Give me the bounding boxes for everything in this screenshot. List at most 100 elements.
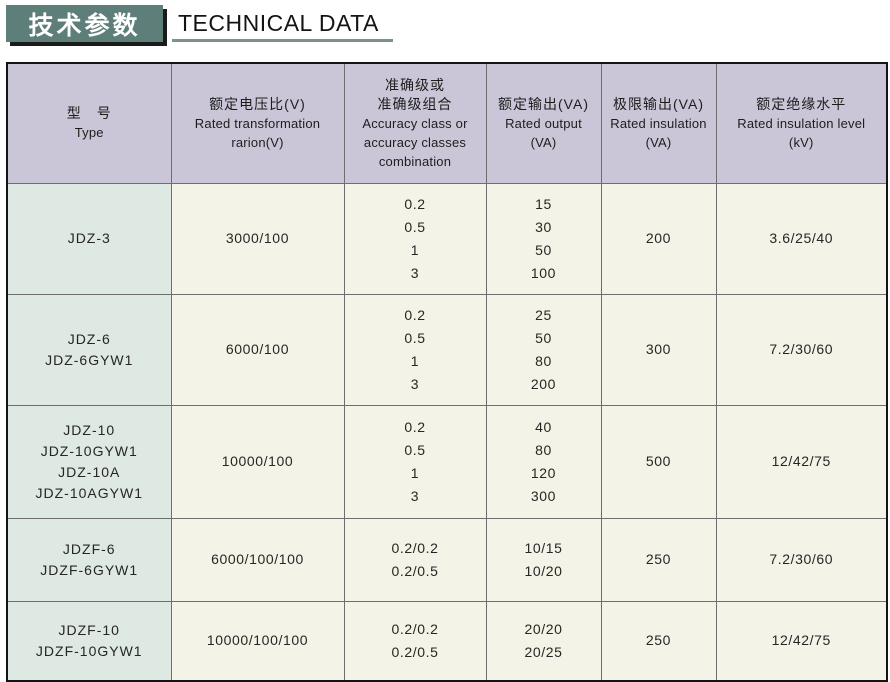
cell-line: 250 xyxy=(645,632,672,649)
cell-type: JDZF-6 JDZF-6GYW1 xyxy=(6,517,172,602)
header-line: 额定电压比(V) xyxy=(209,95,306,112)
cell-limit-output: 300 xyxy=(600,293,717,406)
cell-rated-voltage-ratio: 6000/100/100 xyxy=(170,517,345,602)
cell-rated-voltage-ratio: 10000/100/100 xyxy=(170,600,345,682)
cell-line: 20/25 xyxy=(524,643,563,660)
cell-line: 50 xyxy=(535,241,552,258)
cell-type: JDZF-10 JDZF-10GYW1 xyxy=(6,600,172,682)
technical-data-table: 型 号 Type 额定电压比(V) Rated transformation rario… xyxy=(6,62,888,682)
cell-rated-output: 25 50 80 200 xyxy=(485,293,602,406)
cell-accuracy-class: 0.2 0.5 1 3 xyxy=(343,293,487,406)
cell-line: 250 xyxy=(645,551,672,567)
cell-line: 80 xyxy=(535,352,552,369)
header-line: 准确级或 xyxy=(385,76,445,93)
cell-line: 3000/100 xyxy=(225,230,290,246)
cell-rated-output: 15 30 50 100 xyxy=(485,182,602,295)
table-body: JDZ-3 3000/100 0.2 0.5 1 3 15 30 50 100 200 3.6/25/… xyxy=(6,182,888,682)
cell-line: 3 xyxy=(410,375,420,392)
cell-line: 0.5 xyxy=(404,329,426,346)
cell-line: JDZ-6GYW1 xyxy=(45,351,134,368)
page-title-english: TECHNICAL DATA xyxy=(172,10,393,42)
cell-line: 7.2/30/60 xyxy=(769,341,834,357)
cell-limit-output: 250 xyxy=(600,517,717,602)
cell-rated-insulation-level: 7.2/30/60 xyxy=(715,517,888,602)
cell-line: 20/20 xyxy=(524,620,563,637)
cell-line: 1 xyxy=(410,464,420,481)
cell-line: JDZ-10GYW1 xyxy=(40,442,138,459)
cell-type: JDZ-6 JDZ-6GYW1 xyxy=(6,293,172,406)
cell-line: 10000/100 xyxy=(221,453,294,469)
header-line: accuracy classes xyxy=(363,134,467,150)
page-header: 技术参数 TECHNICAL DATA xyxy=(6,5,393,42)
cell-line: 200 xyxy=(645,230,672,246)
cell-line: 0.5 xyxy=(404,218,426,235)
cell-line: JDZ-3 xyxy=(67,230,111,246)
table-row: JDZ-6 JDZ-6GYW1 6000/100 0.2 0.5 1 3 25 50 80 200 3… xyxy=(6,293,888,406)
cell-limit-output: 200 xyxy=(600,182,717,295)
cell-line: JDZ-10 xyxy=(63,421,116,438)
cell-accuracy-class: 0.2/0.2 0.2/0.5 xyxy=(343,600,487,682)
header-line: (VA) xyxy=(645,134,672,150)
cell-line: 7.2/30/60 xyxy=(769,551,834,567)
header-line: Rated insulation xyxy=(610,115,707,131)
cell-line: 3 xyxy=(410,264,420,281)
cell-line: 0.5 xyxy=(404,441,426,458)
cell-line: 200 xyxy=(530,375,557,392)
header-line: Accuracy class or xyxy=(362,115,468,131)
cell-rated-output: 20/20 20/25 xyxy=(485,600,602,682)
cell-line: JDZ-10AGYW1 xyxy=(35,484,143,501)
cell-line: 10000/100/100 xyxy=(206,632,309,649)
col-header-rated-voltage-ratio: 额定电压比(V) Rated transformation rarion(V) xyxy=(170,62,345,184)
cell-line: 0.2 xyxy=(404,195,426,212)
cell-line: 1 xyxy=(410,241,420,258)
cell-line: 120 xyxy=(530,464,557,481)
col-header-limit-output: 极限输出(VA) Rated insulation (VA) xyxy=(600,62,717,184)
table-head: 型 号 Type 额定电压比(V) Rated transformation rario… xyxy=(6,62,888,184)
header-line: rarion(V) xyxy=(231,134,284,150)
header-line: 极限输出(VA) xyxy=(613,95,704,112)
cell-line: 6000/100 xyxy=(225,341,290,357)
cell-type: JDZ-3 xyxy=(6,182,172,295)
cell-line: 300 xyxy=(530,487,557,504)
cell-line: 40 xyxy=(535,418,552,435)
col-header-type: 型 号 Type xyxy=(6,62,172,184)
cell-line: 300 xyxy=(645,341,672,357)
header-line: (VA) xyxy=(530,134,557,150)
cell-line: 30 xyxy=(535,218,552,235)
cell-line: 0.2/0.2 xyxy=(391,539,439,556)
header-line: Type xyxy=(74,125,104,141)
cell-line: 500 xyxy=(645,453,672,469)
col-header-rated-output: 额定输出(VA) Rated output (VA) xyxy=(485,62,602,184)
header-line: 额定输出(VA) xyxy=(498,95,589,112)
cell-line: 12/42/75 xyxy=(771,632,831,649)
cell-line: JDZ-10A xyxy=(58,463,121,480)
header-line: 准确级组合 xyxy=(377,95,453,112)
table-row: JDZF-6 JDZF-6GYW1 6000/100/100 0.2/0.2 0.2/0… xyxy=(6,517,888,602)
cell-line: 3 xyxy=(410,487,420,504)
cell-line: JDZF-10 xyxy=(58,621,120,638)
cell-line: 25 xyxy=(535,306,552,323)
header-line: combination xyxy=(378,153,452,169)
cell-line: 1 xyxy=(410,352,420,369)
cell-line: JDZF-10GYW1 xyxy=(35,642,143,659)
cell-rated-insulation-level: 12/42/75 xyxy=(715,600,888,682)
cell-rated-output: 40 80 120 300 xyxy=(485,404,602,519)
header-line: Rated output xyxy=(505,115,582,131)
cell-line: JDZF-6 xyxy=(62,540,116,557)
cell-line: 50 xyxy=(535,329,552,346)
cell-rated-voltage-ratio: 3000/100 xyxy=(170,182,345,295)
cell-rated-insulation-level: 12/42/75 xyxy=(715,404,888,519)
cell-rated-output: 10/15 10/20 xyxy=(485,517,602,602)
col-header-accuracy-class: 准确级或准确级组合 Accuracy class or accuracy class… xyxy=(343,62,487,184)
header-line: (kV) xyxy=(788,134,814,150)
header-line: Rated insulation level xyxy=(737,115,866,131)
cell-line: 6000/100/100 xyxy=(211,551,304,567)
col-header-rated-insulation-level: 额定绝缘水平 Rated insulation level (kV) xyxy=(715,62,888,184)
page-title-chinese: 技术参数 xyxy=(6,5,163,42)
cell-rated-voltage-ratio: 6000/100 xyxy=(170,293,345,406)
cell-line: 80 xyxy=(535,441,552,458)
cell-line: 10/15 xyxy=(524,539,563,556)
header-line: 额定绝缘水平 xyxy=(756,95,847,112)
cell-limit-output: 250 xyxy=(600,600,717,682)
cell-rated-insulation-level: 7.2/30/60 xyxy=(715,293,888,406)
